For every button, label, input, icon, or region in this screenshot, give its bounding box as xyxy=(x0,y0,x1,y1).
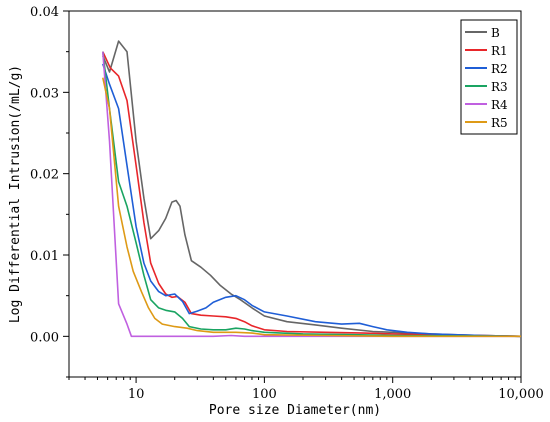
y-tick-label: 0.02 xyxy=(30,168,59,183)
y-tick-label: 0.04 xyxy=(30,5,59,20)
x-tick-label: 100 xyxy=(252,387,277,402)
plot-frame xyxy=(68,10,522,378)
legend-box xyxy=(460,19,518,135)
x-axis-title: Pore size Diameter(nm) xyxy=(209,403,381,418)
series-line-r2 xyxy=(102,63,522,338)
series-layer xyxy=(102,40,522,338)
y-axis: 0.00 0.01 0.02 0.03 0.04 xyxy=(30,5,69,378)
legend-label-r5: R5 xyxy=(491,116,508,130)
series-line-r1 xyxy=(102,51,522,338)
series-line-b xyxy=(102,40,522,338)
legend-label-r3: R3 xyxy=(491,80,508,94)
series-line-r5 xyxy=(102,77,521,338)
legend-label-r4: R4 xyxy=(491,98,508,112)
series-line-r3 xyxy=(102,51,522,338)
x-axis: 10 100 1,000 10,000 xyxy=(68,377,544,402)
y-tick-label: 0.01 xyxy=(30,249,59,264)
y-tick-label: 0.03 xyxy=(30,86,59,101)
x-tick-label: 10,000 xyxy=(498,387,544,402)
legend-label-r1: R1 xyxy=(491,44,508,58)
legend: B R1 R2 R3 R4 R5 xyxy=(460,19,518,135)
y-tick-label: 0.00 xyxy=(30,330,59,345)
legend-label-b: B xyxy=(491,26,500,40)
x-tick-label: 1,000 xyxy=(374,387,411,402)
series-line-r4 xyxy=(102,51,521,338)
y-axis-title: Log Differential Intrusion(/mL/g) xyxy=(8,65,23,323)
legend-label-r2: R2 xyxy=(491,62,508,76)
x-tick-label: 10 xyxy=(128,387,145,402)
plot-area xyxy=(68,10,522,378)
